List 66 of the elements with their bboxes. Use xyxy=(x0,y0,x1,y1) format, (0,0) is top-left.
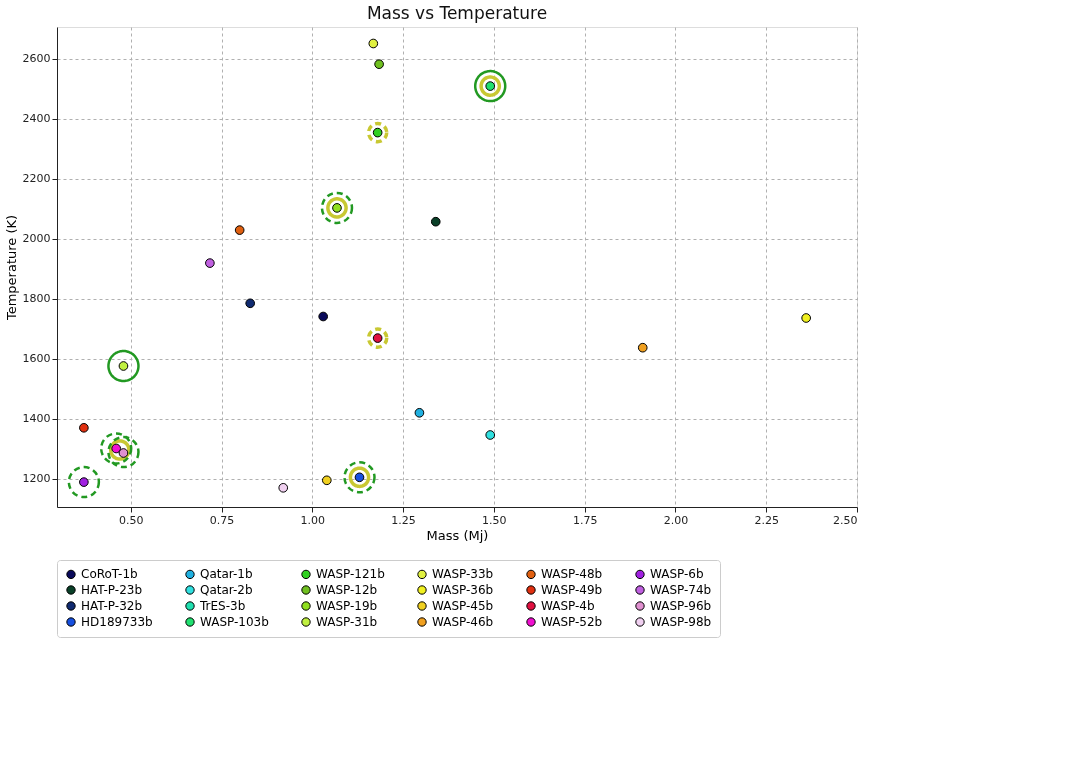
y-tick-label: 2200 xyxy=(22,172,51,185)
y-tick-label: 1400 xyxy=(22,412,51,425)
point xyxy=(234,225,245,235)
point xyxy=(99,432,133,465)
point xyxy=(107,349,140,383)
point xyxy=(67,465,101,499)
legend-label: HAT-P-32b xyxy=(81,599,143,613)
legend-label: HD189733b xyxy=(81,615,153,629)
point xyxy=(801,313,811,323)
x-tick-label: 2.25 xyxy=(754,513,779,527)
chart-title: Mass vs Temperature xyxy=(366,3,548,23)
legend-label: WASP-31b xyxy=(316,615,378,629)
point xyxy=(321,475,332,486)
x-tick-label: 2.50 xyxy=(833,513,858,527)
x-axis-title: Mass (Mj) xyxy=(426,527,489,543)
legend-label: Qatar-2b xyxy=(200,583,253,597)
y-tick-label: 1800 xyxy=(22,292,51,305)
legend-label: WASP-121b xyxy=(316,567,385,582)
point xyxy=(318,311,329,322)
legend-label: WASP-49b xyxy=(541,583,603,597)
point xyxy=(430,216,441,227)
x-tick-label: 1.00 xyxy=(300,513,326,527)
x-tick-label: 1.75 xyxy=(572,513,598,527)
y-tick-label: 2400 xyxy=(22,112,51,125)
y-tick-label: 1200 xyxy=(22,472,51,485)
point xyxy=(368,38,379,49)
x-tick-label: 1.50 xyxy=(482,513,507,527)
legend-label: WASP-36b xyxy=(432,583,494,597)
x-tick-label: 0.75 xyxy=(209,513,235,527)
point xyxy=(374,59,384,70)
y-tick-label: 2000 xyxy=(22,232,51,245)
legend-label: WASP-103b xyxy=(200,615,269,629)
legend-label: WASP-98b xyxy=(650,615,712,629)
legend-label: WASP-12b xyxy=(316,583,378,597)
legend-label: WASP-96b xyxy=(650,599,712,613)
x-tick-label: 1.25 xyxy=(391,513,416,527)
point xyxy=(245,298,256,309)
point xyxy=(205,258,215,268)
point xyxy=(366,121,389,144)
x-tick-label: 0.50 xyxy=(118,513,144,527)
y-axis-title: Temperature (K) xyxy=(3,214,19,322)
legend-label: WASP-52b xyxy=(541,615,603,629)
legend-label: WASP-74b xyxy=(650,583,712,597)
y-tick-label: 1600 xyxy=(22,352,51,365)
point xyxy=(637,342,648,353)
legend-label: TrES-3b xyxy=(199,599,246,613)
legend-label: WASP-48b xyxy=(541,567,603,582)
point xyxy=(414,407,425,418)
legend-label: Qatar-1b xyxy=(200,567,253,582)
legend-label: CoRoT-1b xyxy=(81,567,138,582)
point xyxy=(366,327,389,349)
legend-label: WASP-46b xyxy=(432,615,494,629)
legend-label: WASP-6b xyxy=(650,567,704,582)
point xyxy=(320,191,354,225)
legend-label: WASP-33b xyxy=(432,567,494,582)
x-tick-label: 2.00 xyxy=(663,513,689,527)
point xyxy=(278,482,289,493)
y-tick-label: 2600 xyxy=(22,52,51,65)
legend-label: WASP-4b xyxy=(541,599,595,613)
point xyxy=(107,435,140,469)
legend-label: WASP-19b xyxy=(316,599,378,613)
point xyxy=(79,422,89,433)
legend-label: HAT-P-23b xyxy=(81,583,143,597)
point xyxy=(473,69,507,103)
point xyxy=(485,430,496,440)
legend-label: WASP-45b xyxy=(432,599,494,613)
